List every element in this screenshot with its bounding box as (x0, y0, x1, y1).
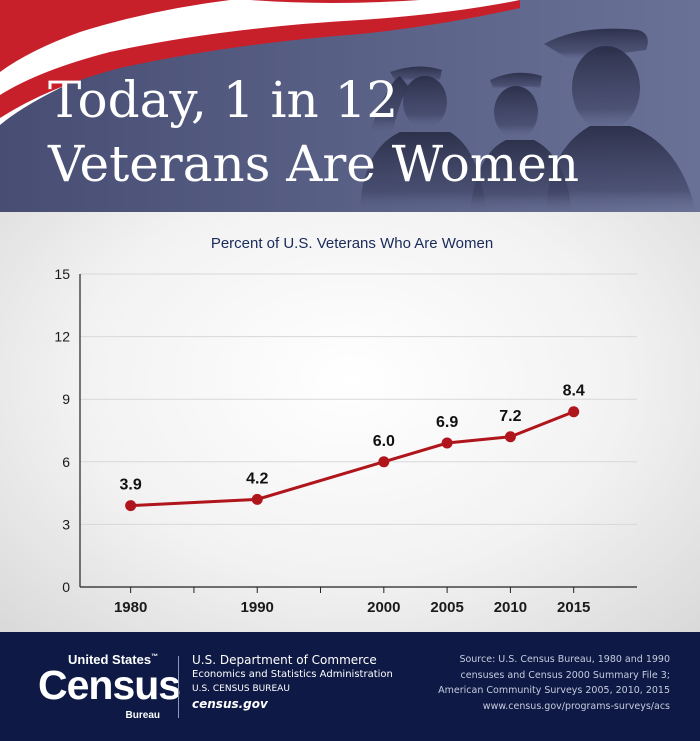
dept-bureau: U.S. CENSUS BUREAU (192, 684, 290, 694)
census-website-link[interactable]: census.gov (192, 697, 268, 711)
x-tick-label: 2015 (557, 599, 590, 616)
x-tick-label: 1980 (114, 599, 147, 616)
page-title: Today, 1 in 12 Veterans Are Women (48, 68, 579, 196)
data-point-2010 (504, 431, 516, 443)
chart-series (125, 406, 580, 512)
dept-name: U.S. Department of Commerce (192, 653, 377, 667)
data-label-2000: 6.0 (373, 433, 395, 450)
source-line-2: censuses and Census 2000 Summary File 3; (460, 669, 670, 681)
y-tick-label: 0 (62, 579, 70, 595)
data-point-1990 (251, 493, 263, 505)
y-tick-label: 9 (62, 391, 70, 407)
data-label-2010: 7.2 (499, 408, 521, 425)
x-axis-tick-labels: 1980 1990 2000 2005 2010 2015 (114, 599, 590, 616)
x-tick-label: 1990 (241, 599, 274, 616)
logo-top-text: United States (68, 652, 152, 667)
dept-subagency: Economics and Statistics Administration (192, 669, 393, 680)
x-tick-label: 2005 (430, 599, 463, 616)
department-info: U.S. Department of Commerce Economics an… (192, 652, 393, 712)
y-tick-label: 6 (62, 454, 70, 470)
title-line-2: Veterans Are Women (48, 135, 580, 193)
header-banner: Today, 1 in 12 Veterans Are Women (0, 0, 700, 212)
y-axis-tick-labels: 0 3 6 9 12 15 (54, 266, 70, 595)
line-chart: Percent of U.S. Veterans Who Are Women 0… (54, 235, 637, 616)
data-point-1980 (125, 500, 137, 512)
data-labels: 3.9 4.2 6.0 6.9 7.2 8.4 (120, 383, 585, 494)
x-tick-label: 2010 (494, 599, 527, 616)
title-line-1: Today, 1 in 12 (48, 71, 399, 129)
data-label-1990: 4.2 (246, 470, 268, 487)
series-line (130, 410, 575, 508)
chart-axes (79, 274, 637, 593)
source-url-link[interactable]: www.census.gov/programs-surveys/acs (482, 700, 670, 712)
y-tick-label: 3 (62, 516, 70, 532)
y-tick-label: 12 (54, 329, 70, 345)
soldier-silhouettes-graphic (360, 28, 696, 212)
y-tick-label: 15 (54, 266, 70, 282)
footer-divider (178, 656, 179, 718)
source-line-1: Source: U.S. Census Bureau, 1980 and 199… (459, 654, 670, 665)
chart-gridlines (80, 273, 637, 525)
flag-graphic (0, 0, 520, 125)
logo-trademark: ™ (151, 653, 159, 661)
census-logo[interactable]: United States™ Census Bureau (36, 652, 181, 724)
data-label-1980: 3.9 (120, 477, 142, 494)
chart-title: Percent of U.S. Veterans Who Are Women (211, 235, 493, 252)
data-label-2005: 6.9 (436, 414, 458, 431)
data-point-2005 (441, 437, 453, 449)
x-tick-label: 2000 (367, 599, 400, 616)
data-point-2000 (378, 456, 390, 468)
data-point-2015 (568, 406, 580, 418)
logo-sub-text: Bureau (125, 710, 160, 721)
source-note: Source: U.S. Census Bureau, 1980 and 199… (370, 652, 670, 714)
data-label-2015: 8.4 (563, 383, 585, 400)
source-line-3: American Community Surveys 2005, 2010, 2… (438, 685, 670, 696)
footer: United States™ Census Bureau U.S. Depart… (0, 632, 700, 741)
logo-main-text: Census (38, 662, 181, 708)
chart-panel (0, 212, 700, 632)
